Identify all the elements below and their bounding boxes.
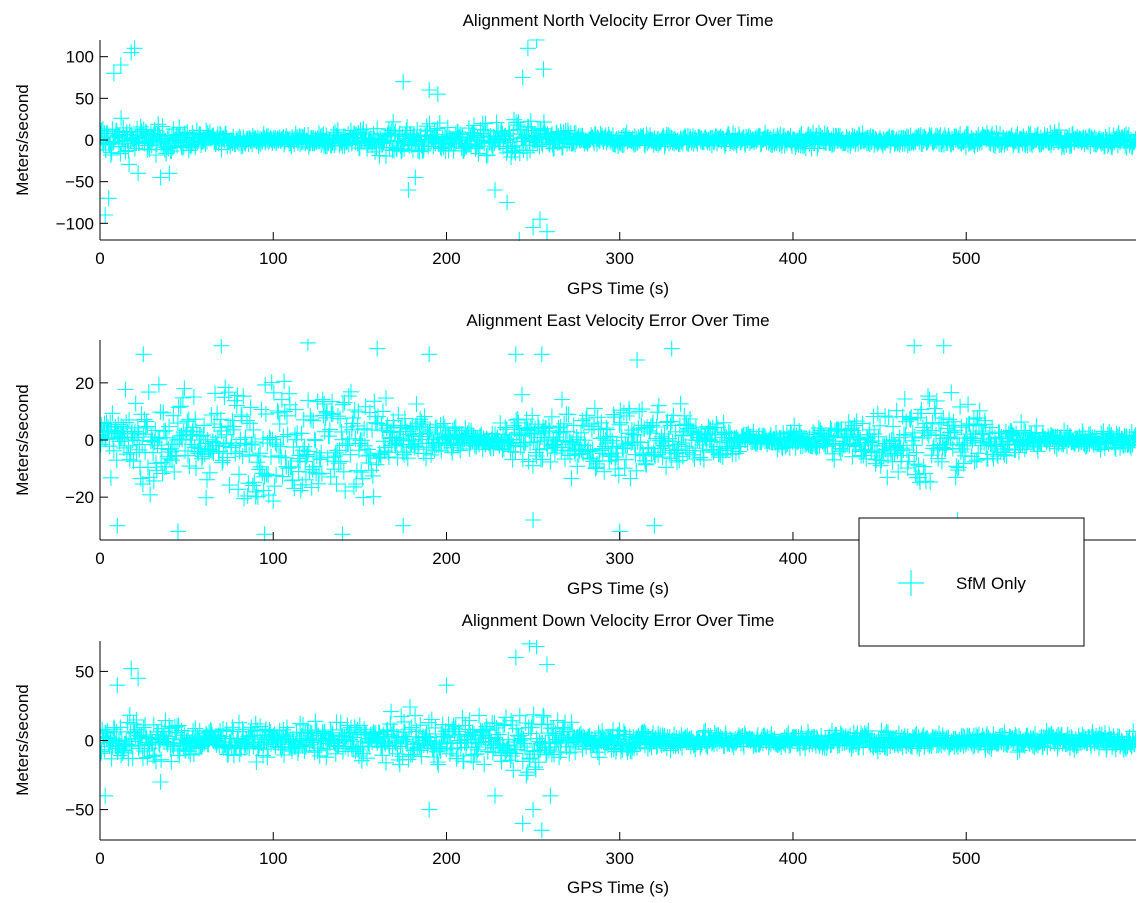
series-markers [100,39,1136,241]
data-points [100,339,1136,541]
x-tick-label: 100 [259,249,287,268]
series-markers [100,339,1136,541]
subplot-east-velocity: Alignment East Velocity Error Over Time … [13,311,1136,598]
y-tick-label: 100 [66,48,94,67]
subplot-north-velocity: Alignment North Velocity Error Over Time… [13,11,1136,298]
data-points [100,640,1136,839]
x-tick-label: 0 [95,849,104,868]
y-tick-label: 50 [75,89,94,108]
legend-label: SfM Only [956,574,1026,593]
x-tick-label: 0 [95,549,104,568]
x-tick-label: 100 [259,849,287,868]
y-tick-label: −50 [65,173,94,192]
y-tick-label: 0 [85,431,94,450]
y-tick-label: 0 [85,131,94,150]
legend: SfM Only [858,517,1085,647]
x-tick-label: 200 [432,549,460,568]
chart-title: Alignment East Velocity Error Over Time [466,311,769,330]
data-points [100,39,1136,241]
x-tick-label: 400 [779,249,807,268]
x-tick-label: 200 [432,849,460,868]
x-tick-label: 300 [606,549,634,568]
y-tick-label: 0 [85,732,94,751]
x-tick-label: 400 [779,849,807,868]
y-tick-label: −100 [56,214,94,233]
x-tick-label: 300 [606,849,634,868]
y-tick-label: −20 [65,488,94,507]
y-axis-label: Meters/second [13,84,32,196]
subplot-down-velocity: Alignment Down Velocity Error Over Time … [13,611,1136,897]
x-tick-label: 200 [432,249,460,268]
x-axis-label: GPS Time (s) [567,579,669,598]
chart-title: Alignment Down Velocity Error Over Time [462,611,775,630]
y-tick-label: 20 [75,374,94,393]
x-tick-label: 300 [606,249,634,268]
y-axis-label: Meters/second [13,384,32,496]
legend-marker-plus-icon [898,570,924,596]
x-axis-label: GPS Time (s) [567,279,669,298]
x-tick-label: 100 [259,549,287,568]
y-tick-label: −50 [65,801,94,820]
x-tick-label: 0 [95,249,104,268]
x-axis-label: GPS Time (s) [567,878,669,897]
y-tick-label: 50 [75,662,94,681]
x-tick-label: 400 [779,549,807,568]
series-markers [100,640,1136,839]
chart-title: Alignment North Velocity Error Over Time [463,11,774,30]
x-tick-label: 500 [952,249,980,268]
legend-box [858,517,1085,647]
x-tick-label: 500 [952,849,980,868]
y-axis-label: Meters/second [13,684,32,796]
